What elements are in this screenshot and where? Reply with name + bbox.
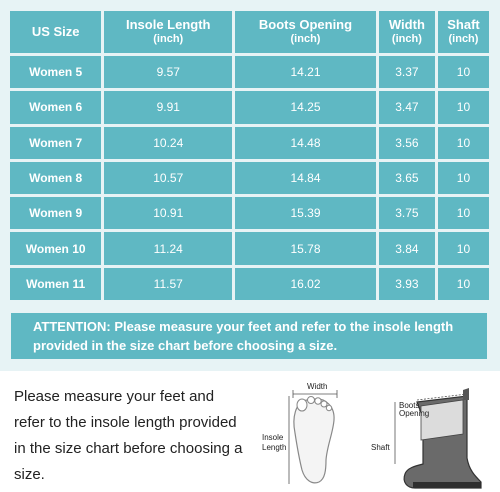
table-row: Women 6 9.91 14.25 3.47 10 <box>10 91 489 124</box>
attention-banner: ATTENTION: Please measure your feet and … <box>11 313 487 359</box>
table-row: Women 5 9.57 14.21 3.37 10 <box>10 56 489 89</box>
size-cell: Women 11 <box>10 267 102 300</box>
size-chart-table: US Size Insole Length (inch) Boots Openin… <box>7 8 492 303</box>
size-cell: Women 7 <box>10 126 102 159</box>
header-width: Width (inch) <box>378 11 435 53</box>
width-cell: 3.75 <box>378 197 435 230</box>
width-cell: 3.93 <box>378 267 435 300</box>
insole-cell: 10.24 <box>104 126 233 159</box>
measure-note: Please measure your feet and refer to th… <box>14 388 243 483</box>
opening-cell: 16.02 <box>235 267 376 300</box>
opening-cell: 14.25 <box>235 91 376 124</box>
header-insole-length: Insole Length (inch) <box>104 11 233 53</box>
width-cell: 3.37 <box>378 56 435 89</box>
boots-label-line2: Opening <box>399 409 429 418</box>
size-cell: Women 5 <box>10 56 102 89</box>
opening-cell: 14.84 <box>235 161 376 195</box>
size-cell: Women 6 <box>10 91 102 124</box>
opening-cell: 14.21 <box>235 56 376 89</box>
header-boots-opening: Boots Opening (inch) <box>235 11 376 53</box>
shaft-cell: 10 <box>437 91 489 124</box>
shaft-cell: 10 <box>437 56 489 89</box>
foot-illustration <box>293 396 335 484</box>
table-row: Women 11 11.57 16.02 3.93 10 <box>10 267 489 300</box>
boots-opening-arrow <box>416 393 468 401</box>
opening-cell: 15.39 <box>235 197 376 230</box>
shaft-cell: 10 <box>437 267 489 300</box>
width-cell: 3.65 <box>378 161 435 195</box>
width-cell: 3.56 <box>378 126 435 159</box>
insole-cell: 10.57 <box>104 161 233 195</box>
table-row: Women 8 10.57 14.84 3.65 10 <box>10 161 489 195</box>
insole-cell: 9.91 <box>104 91 233 124</box>
header-us-size: US Size <box>10 11 102 53</box>
insole-cell: 11.57 <box>104 267 233 300</box>
shaft-cell: 10 <box>437 232 489 265</box>
header-shaft: Shaft (inch) <box>437 11 489 53</box>
header-row: US Size Insole Length (inch) Boots Openin… <box>10 11 489 53</box>
insole-cell: 11.24 <box>104 232 233 265</box>
boot-illustration <box>403 388 482 489</box>
table-row: Women 10 11.24 15.78 3.84 10 <box>10 232 489 265</box>
shaft-cell: 10 <box>437 126 489 159</box>
opening-cell: 14.48 <box>235 126 376 159</box>
insole-label-line2: Length <box>262 443 286 452</box>
opening-cell: 15.78 <box>235 232 376 265</box>
boots-label-line1: Boots <box>399 401 419 410</box>
shaft-cell: 10 <box>437 197 489 230</box>
size-cell: Women 8 <box>10 161 102 195</box>
table-row: Women 7 10.24 14.48 3.56 10 <box>10 126 489 159</box>
size-chart-panel: US Size Insole Length (inch) Boots Openin… <box>0 0 500 371</box>
width-label: Width <box>307 382 327 391</box>
width-cell: 3.47 <box>378 91 435 124</box>
insole-cell: 9.57 <box>104 56 233 89</box>
shaft-label: Shaft <box>371 443 390 452</box>
insole-label-line1: Insole <box>262 433 284 442</box>
table-row: Women 9 10.91 15.39 3.75 10 <box>10 197 489 230</box>
measurement-diagram: Width Insole Length Boots Opening Shaft <box>262 382 482 489</box>
insole-cell: 10.91 <box>104 197 233 230</box>
shaft-cell: 10 <box>437 161 489 195</box>
size-cell: Women 9 <box>10 197 102 230</box>
width-cell: 3.84 <box>378 232 435 265</box>
size-cell: Women 10 <box>10 232 102 265</box>
